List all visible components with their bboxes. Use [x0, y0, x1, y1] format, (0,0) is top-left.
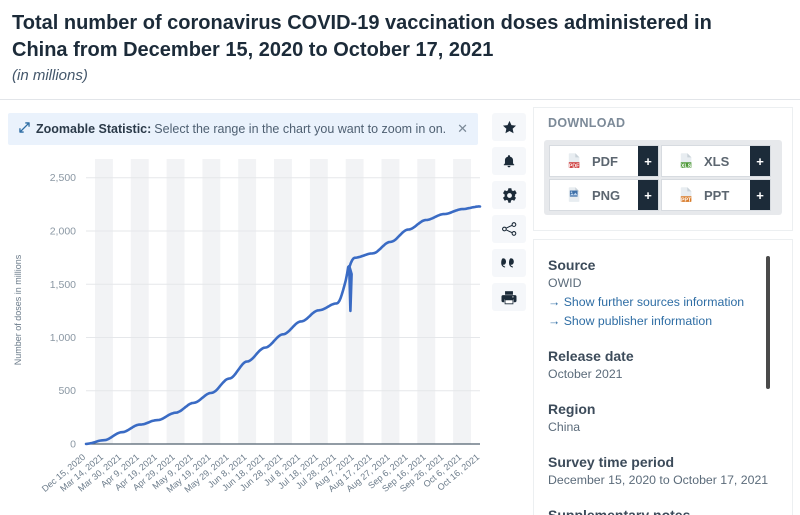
svg-text:PDF: PDF [568, 163, 579, 169]
svg-text:0: 0 [70, 439, 76, 451]
svg-text:1,500: 1,500 [50, 279, 76, 291]
svg-text:2,000: 2,000 [50, 226, 76, 238]
svg-text:XLS: XLS [680, 163, 691, 169]
svg-text:PPT: PPT [680, 197, 691, 203]
svg-text:500: 500 [58, 385, 76, 397]
svg-text:2,500: 2,500 [50, 172, 76, 184]
svg-text:1,000: 1,000 [50, 332, 76, 344]
svg-text:Number of doses in millions: Number of doses in millions [13, 254, 23, 365]
